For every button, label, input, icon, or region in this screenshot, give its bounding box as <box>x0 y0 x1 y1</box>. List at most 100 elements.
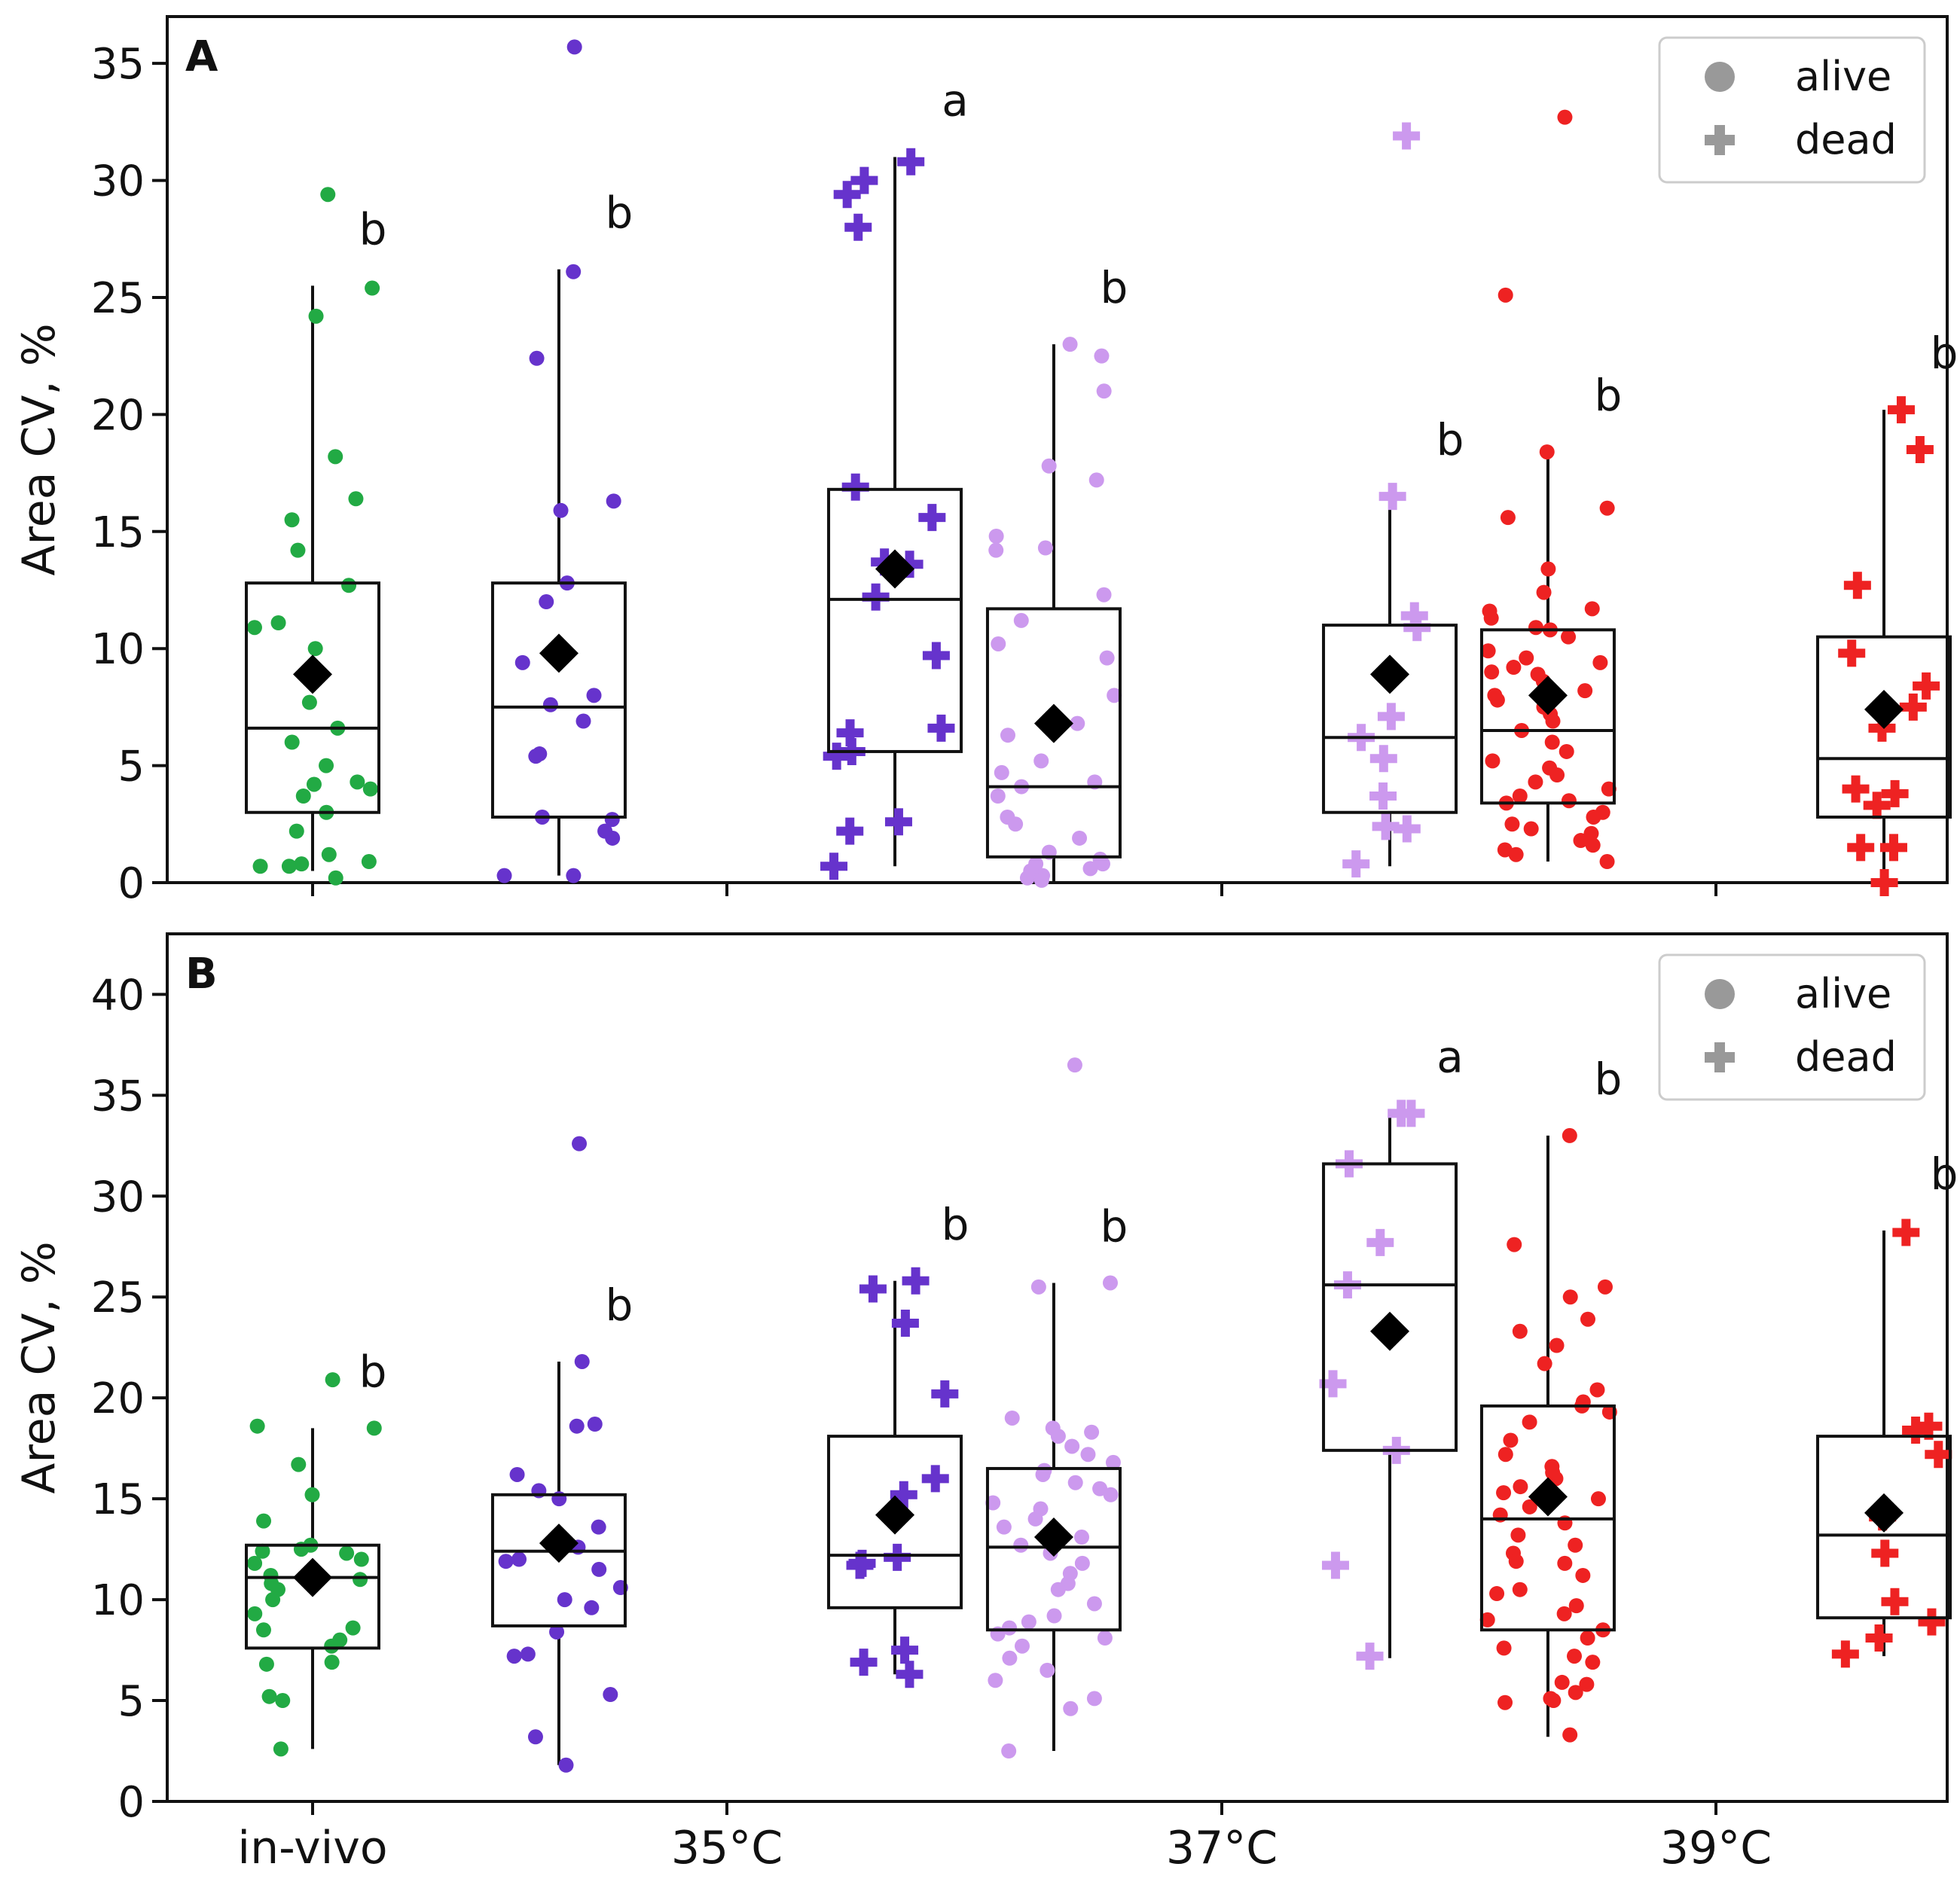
data-point-alive <box>1041 458 1057 474</box>
data-point-alive <box>1094 856 1110 872</box>
data-point-alive <box>1549 767 1565 783</box>
mean-marker <box>875 1495 915 1535</box>
data-point-alive <box>328 449 343 465</box>
data-point-alive <box>366 1420 382 1436</box>
data-point-alive <box>1512 788 1528 804</box>
data-point-alive <box>1497 1694 1513 1710</box>
data-point-alive <box>291 1456 307 1472</box>
data-point-alive <box>1105 1454 1121 1470</box>
mean-marker <box>293 1557 332 1597</box>
data-point-alive <box>586 688 602 703</box>
legend-marker-circle <box>1705 62 1735 92</box>
legend: alive dead <box>1658 953 1926 1101</box>
plot-frame <box>166 932 1949 1803</box>
data-point-alive <box>1580 1630 1595 1646</box>
iqr-box <box>490 581 627 819</box>
data-point-alive <box>1528 774 1543 790</box>
data-point-alive <box>557 1592 572 1608</box>
box-group-39c-alive: b <box>1479 1054 1622 1743</box>
data-point-alive <box>569 1418 585 1434</box>
data-point-alive <box>294 856 310 872</box>
data-point-dead <box>844 213 872 241</box>
data-point-dead <box>1356 1643 1384 1670</box>
box-group-35c-alive: b <box>490 1136 633 1773</box>
data-point-alive <box>603 1687 618 1703</box>
y-tick-label: 5 <box>118 743 145 792</box>
mean-marker <box>1370 1311 1410 1351</box>
data-point-alive <box>1513 1479 1528 1495</box>
data-point-alive <box>1096 587 1112 602</box>
data-point-alive <box>591 1561 607 1577</box>
data-point-alive <box>1062 337 1078 352</box>
data-point-alive <box>1562 1289 1578 1305</box>
data-point-alive <box>553 502 569 518</box>
data-point-alive <box>306 776 322 792</box>
box-group-35c-dead: a <box>820 75 969 880</box>
data-point-dead <box>1831 1640 1859 1668</box>
data-point-alive <box>988 529 1004 544</box>
data-point-alive <box>520 1646 536 1662</box>
data-point-alive <box>542 697 558 712</box>
data-point-dead <box>820 853 848 880</box>
data-point-alive <box>1046 1608 1062 1624</box>
data-point-dead <box>1881 779 1909 807</box>
data-point-alive <box>1027 1511 1043 1527</box>
data-point-alive <box>991 636 1006 651</box>
data-point-alive <box>1580 1311 1595 1327</box>
data-point-dead <box>896 1661 924 1688</box>
data-point-dead <box>1369 782 1397 810</box>
data-point-alive <box>1004 1410 1020 1426</box>
y-tick-label: 0 <box>118 1778 145 1827</box>
data-point-alive <box>1035 1466 1051 1482</box>
significance-letter: b <box>1931 328 1958 379</box>
data-point-alive <box>514 654 530 670</box>
data-point-alive <box>1002 1620 1018 1636</box>
data-point-alive <box>996 1519 1012 1535</box>
plot-frame <box>166 15 1949 884</box>
data-point-alive <box>1523 821 1539 837</box>
data-point-alive <box>1592 654 1608 670</box>
data-point-alive <box>301 694 317 710</box>
data-point-alive <box>994 764 1009 780</box>
data-point-dead <box>897 148 925 175</box>
data-point-dead <box>1377 703 1405 731</box>
data-point-alive <box>304 1487 320 1502</box>
data-point-alive <box>1013 1537 1029 1553</box>
data-point-dead <box>841 473 869 501</box>
y-tick-label: 10 <box>91 625 145 674</box>
data-point-alive <box>1013 612 1029 628</box>
data-point-alive <box>1086 1691 1102 1707</box>
data-point-alive <box>985 1495 1001 1511</box>
data-point-dead <box>902 1267 930 1295</box>
iqr-box <box>245 581 380 814</box>
data-point-dead <box>884 808 912 836</box>
data-point-alive <box>1522 1414 1537 1430</box>
data-point-dead <box>1899 693 1927 721</box>
data-point-alive <box>498 1554 514 1569</box>
y-tick-label: 30 <box>91 157 145 206</box>
data-point-dead <box>1843 572 1871 599</box>
data-point-alive <box>1567 1649 1583 1664</box>
data-point-alive <box>1503 1432 1519 1448</box>
data-point-alive <box>572 1136 588 1151</box>
data-point-alive <box>273 1741 289 1757</box>
data-point-dead <box>1366 1228 1394 1256</box>
data-point-alive <box>1480 643 1496 659</box>
data-point-alive <box>1554 1674 1570 1690</box>
legend-marker-plus <box>1705 1042 1735 1072</box>
data-point-alive <box>575 713 591 729</box>
data-point-alive <box>1074 1555 1090 1571</box>
data-point-alive <box>320 187 336 203</box>
data-point-alive <box>1508 1554 1524 1569</box>
data-point-dead <box>1372 813 1400 840</box>
data-point-alive <box>255 1622 271 1638</box>
significance-letter: b <box>942 1199 969 1250</box>
significance-letter: a <box>942 75 969 126</box>
data-point-alive <box>307 641 323 657</box>
data-point-alive <box>353 1572 368 1588</box>
data-point-alive <box>1573 833 1589 849</box>
data-point-alive <box>529 350 545 366</box>
data-point-alive <box>1072 830 1088 846</box>
data-point-alive <box>1099 650 1115 666</box>
